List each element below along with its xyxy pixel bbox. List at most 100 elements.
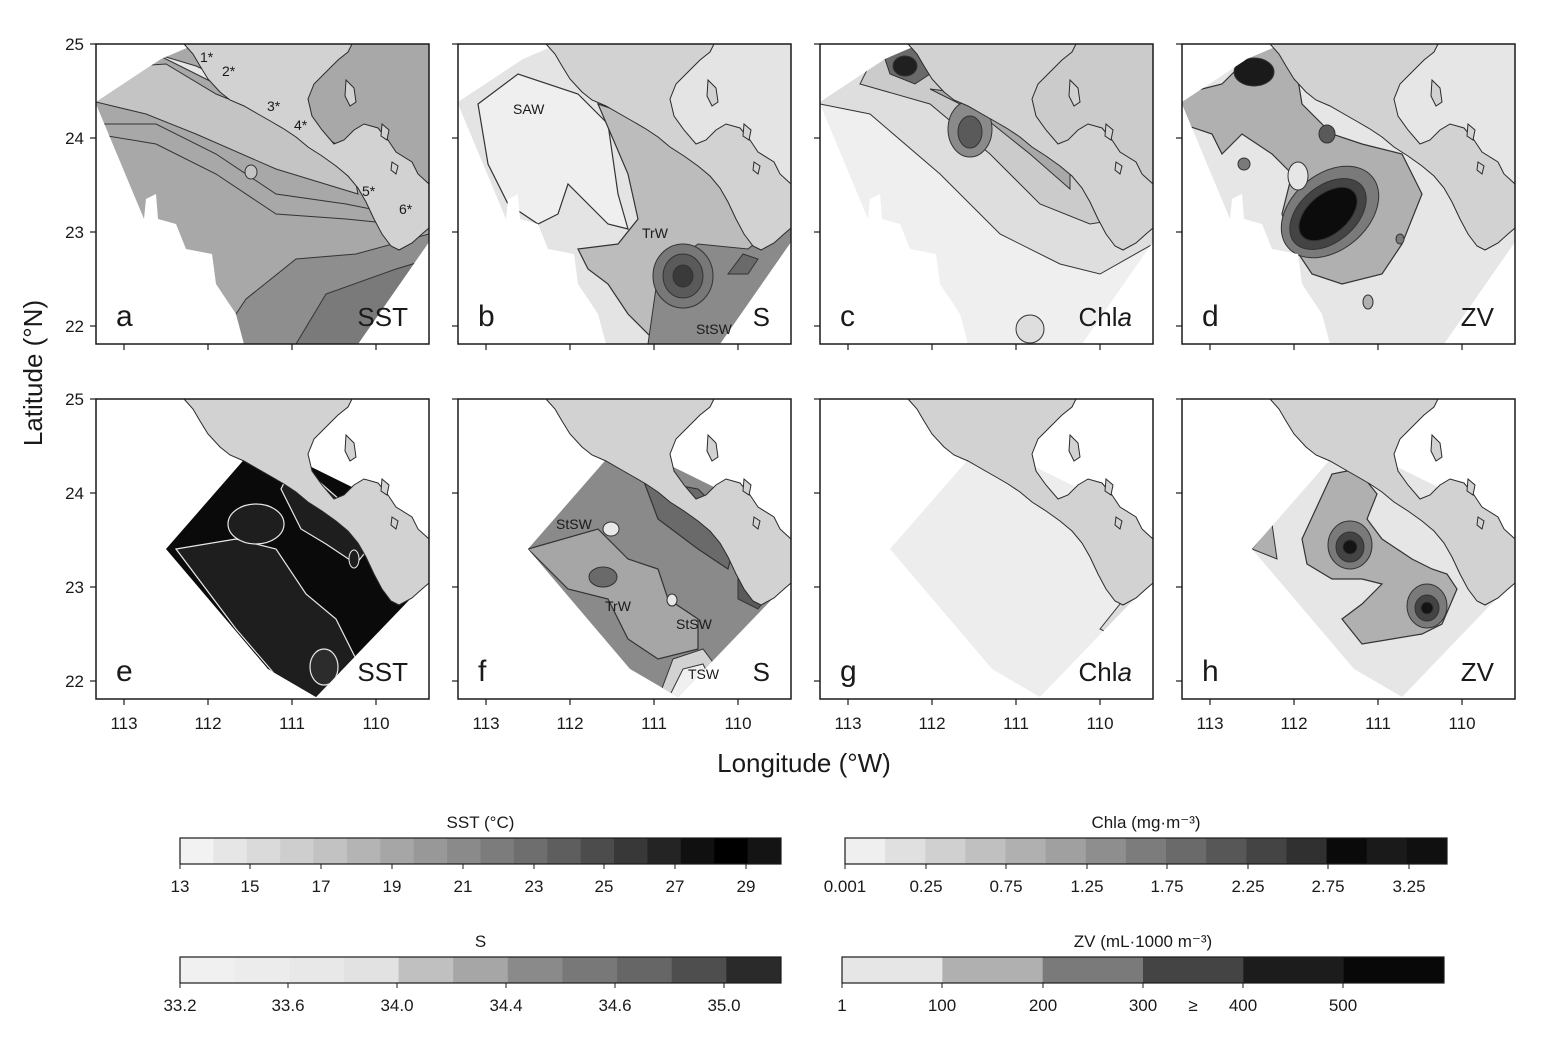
lat-tick-label: 22 xyxy=(65,317,84,336)
colorbar-tick-label: 1.75 xyxy=(1150,877,1183,896)
lat-tick-label: 24 xyxy=(65,129,84,148)
colorbar-swatch xyxy=(1085,838,1127,864)
colorbar-tick-label: ≥ xyxy=(1188,996,1197,1015)
colorbar-swatch xyxy=(447,838,481,864)
lon-tick-label: 113 xyxy=(834,714,861,733)
colorbar-tick-label: 15 xyxy=(241,877,260,896)
colorbar-tick-label: 21 xyxy=(454,877,473,896)
colorbar-tick-label: 34.4 xyxy=(489,996,522,1015)
lon-tick-label: 112 xyxy=(918,714,945,733)
colorbar-tick-label: 27 xyxy=(666,877,685,896)
panel-letter: g xyxy=(840,655,857,688)
map-label: 3* xyxy=(267,98,281,114)
variable-name: ZV xyxy=(1461,657,1495,687)
colorbar-swatch xyxy=(580,838,615,864)
land-mass xyxy=(182,398,430,606)
colorbar-swatch xyxy=(380,838,415,864)
map-label: StSW xyxy=(556,516,593,532)
colorbar-tick-label: 35.0 xyxy=(707,996,740,1015)
colorbar-tick-label: 25 xyxy=(595,877,614,896)
colorbar-tick-label: 0.25 xyxy=(909,877,942,896)
map-label: TrW xyxy=(642,225,669,241)
variable-name: Chl xyxy=(1079,302,1118,332)
map-panels: 25 24 23 22 a SST 1* 2* 3* 4* 5* 6* b S SAW TrW StSW c Chl… xyxy=(65,35,1516,733)
panel-letter: e xyxy=(116,655,133,688)
panel-h: 113 112 111 110 h ZV xyxy=(1176,398,1516,733)
colorbar-swatch xyxy=(1125,838,1167,864)
panel-frame xyxy=(819,398,1154,700)
map-label: SAW xyxy=(513,101,545,117)
colorbar-tick-label: 23 xyxy=(525,877,544,896)
colorbar-tick-label: 300 xyxy=(1129,996,1157,1015)
colorbar-swatch xyxy=(617,957,673,983)
panel-variable: SST xyxy=(357,302,408,332)
colorbar-swatch xyxy=(1406,838,1448,864)
panel-frame xyxy=(819,43,1154,345)
colorbar-tick-label: 17 xyxy=(312,877,331,896)
panel-e: 25 24 23 22 113 112 111 110 e SST xyxy=(65,390,430,733)
colorbar-tick-label: 2.25 xyxy=(1231,877,1264,896)
colorbar-zv: ZV (mL·1000 m⁻³) 1 100 200 300 ≥400 500 xyxy=(837,932,1445,1015)
panel-letter: h xyxy=(1202,655,1219,688)
zv-field-d xyxy=(1182,44,1515,344)
colorbar-swatch xyxy=(1366,838,1408,864)
lon-tick-label: 111 xyxy=(1365,714,1391,733)
colorbar-swatch xyxy=(1143,957,1244,983)
lon-tick-label: 110 xyxy=(362,714,389,733)
colorbar-tick-label: 2.75 xyxy=(1311,877,1344,896)
colorbar-swatch xyxy=(346,838,381,864)
colorbar-tick-label: 34.0 xyxy=(380,996,413,1015)
colorbar-swatch xyxy=(965,838,1007,864)
lat-tick-label: 23 xyxy=(65,578,84,597)
land-mass xyxy=(1268,398,1516,606)
colorbar-swatch xyxy=(1343,957,1445,983)
panel-letter: c xyxy=(840,300,855,333)
panel-frame xyxy=(1181,43,1516,345)
panel-variable: ZV xyxy=(1461,302,1495,332)
lat-tick-label: 23 xyxy=(65,223,84,242)
colorbar-tick-label: 29 xyxy=(737,877,756,896)
variable-name: ZV xyxy=(1461,302,1495,332)
colorbar-swatch xyxy=(513,838,548,864)
map-label: 1* xyxy=(200,49,214,65)
colorbar-tick-label: 33.6 xyxy=(271,996,304,1015)
colorbar-swatch xyxy=(507,957,563,983)
variable-name: Chl xyxy=(1079,657,1118,687)
variable-name: SST xyxy=(357,657,408,687)
colorbar-tick-label: 19 xyxy=(383,877,402,896)
lat-tick-label: 25 xyxy=(65,35,84,54)
colorbar-title: S xyxy=(475,932,486,951)
colorbar-swatch xyxy=(714,838,749,864)
colorbar-swatch xyxy=(180,838,214,864)
panel-frame xyxy=(457,398,792,700)
colorbar-tick-label: 34.6 xyxy=(598,996,631,1015)
colorbar-title: SST (°C) xyxy=(447,813,515,832)
variable-name: S xyxy=(753,657,770,687)
panel-frame xyxy=(95,43,430,345)
land-mass xyxy=(1268,43,1516,251)
land-mass xyxy=(544,43,792,251)
lat-tick-label: 24 xyxy=(65,484,84,503)
colorbar-tick-label: 200 xyxy=(1029,996,1057,1015)
panel-variable: ZV xyxy=(1461,657,1495,687)
lon-tick-label: 113 xyxy=(1196,714,1223,733)
colorbar-swatch xyxy=(1326,838,1368,864)
panel-d: d ZV xyxy=(1176,43,1516,350)
lon-tick-label: 113 xyxy=(110,714,137,733)
colorbar-swatch xyxy=(289,957,345,983)
map-label: TrW xyxy=(605,598,632,614)
lon-tick-label: 110 xyxy=(724,714,751,733)
colorbar-tick-label: 100 xyxy=(928,996,956,1015)
panel-variable: SST xyxy=(357,657,408,687)
variable-name: S xyxy=(753,302,770,332)
y-axis-label: Latitude (°N) xyxy=(18,300,48,446)
colorbar-swatch xyxy=(1166,838,1207,864)
colorbar-swatch xyxy=(547,838,582,864)
land-mass xyxy=(906,398,1154,606)
map-label: 6* xyxy=(399,201,413,217)
colorbar-title: Chla (mg·m⁻³) xyxy=(1091,813,1200,832)
panel-frame xyxy=(457,43,792,345)
lon-tick-label: 112 xyxy=(556,714,583,733)
variable-name: SST xyxy=(357,302,408,332)
colorbar-swatch xyxy=(180,957,236,983)
